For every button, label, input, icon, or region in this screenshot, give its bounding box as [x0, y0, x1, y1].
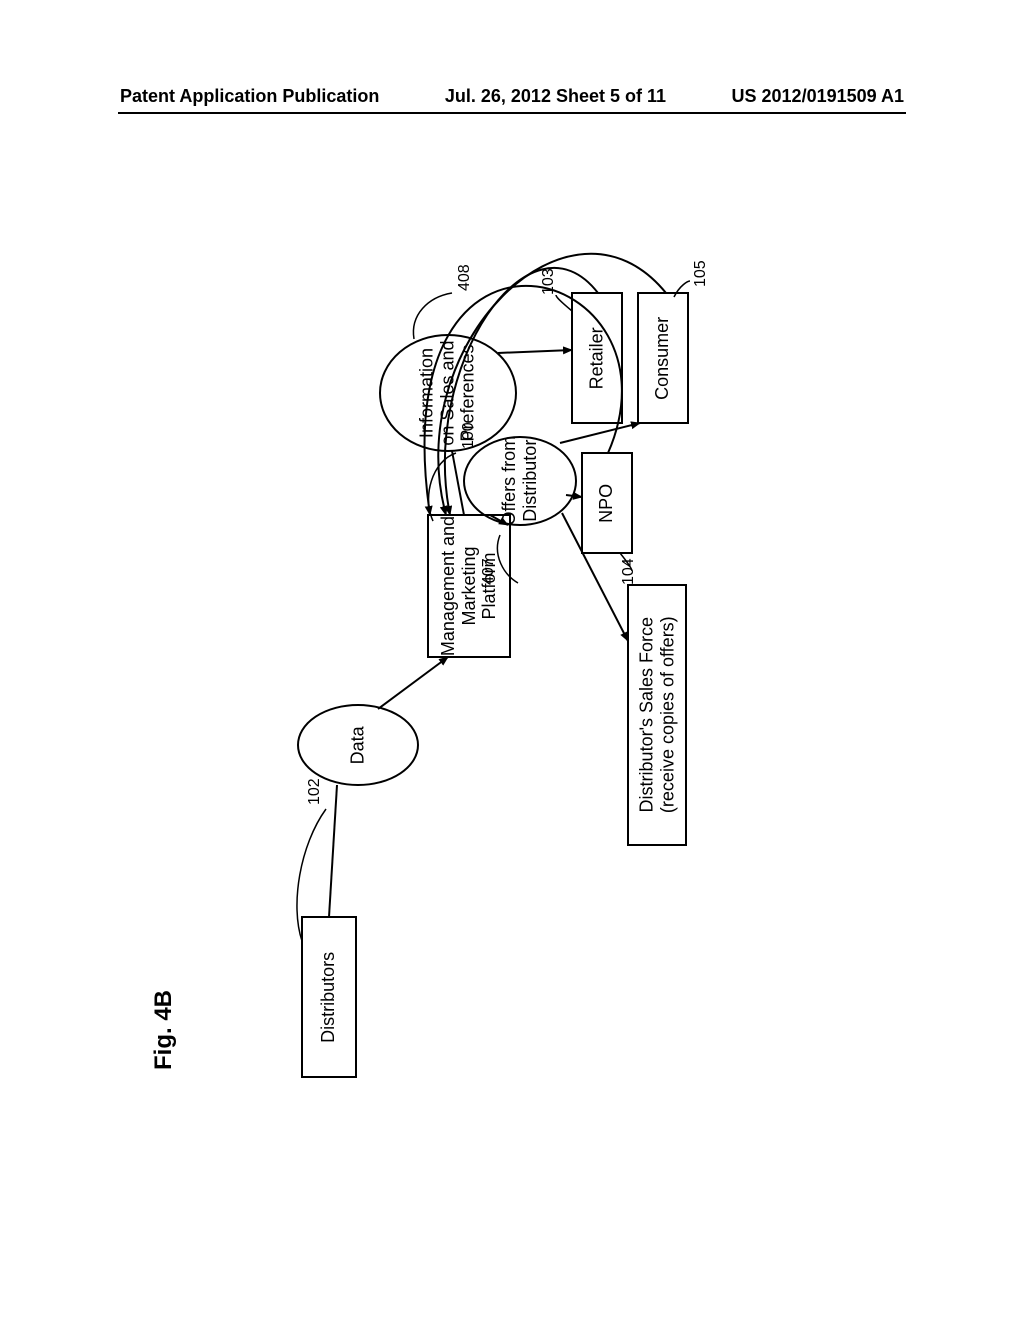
page: Patent Application Publication Jul. 26, … — [0, 0, 1024, 1320]
ref-platform: 100 — [460, 422, 478, 449]
data-label: Data — [318, 685, 398, 805]
page-header: Patent Application Publication Jul. 26, … — [0, 86, 1024, 107]
ref-npo: 104 — [620, 558, 638, 585]
npo-label: NPO — [557, 478, 657, 528]
ref-retailer: 103 — [540, 268, 558, 295]
header-rule — [118, 112, 906, 114]
distributors-label: Distributors — [249, 970, 409, 1024]
labels-layer: Distributors DataManagement and Marketing… — [150, 165, 710, 1085]
header-right: US 2012/0191509 A1 — [732, 86, 904, 107]
figure-4b: Distributors DataManagement and Marketing… — [150, 165, 710, 1085]
offers-label: Offers from Distributor — [476, 425, 564, 537]
salesforce-label: Distributor's Sales Force (receive copie… — [527, 686, 787, 744]
platform-label: Management and Marketing Platform — [398, 545, 540, 627]
header-center: Jul. 26, 2012 Sheet 5 of 11 — [445, 86, 666, 107]
ref-offers: 407 — [480, 558, 498, 585]
consumer-label: Consumer — [598, 333, 728, 383]
ref-consumer: 105 — [692, 260, 710, 287]
ref-info: 408 — [456, 264, 474, 291]
figure-label: Fig. 4B — [150, 990, 178, 1070]
ref-distributors: 102 — [306, 778, 324, 805]
header-left: Patent Application Publication — [120, 86, 379, 107]
